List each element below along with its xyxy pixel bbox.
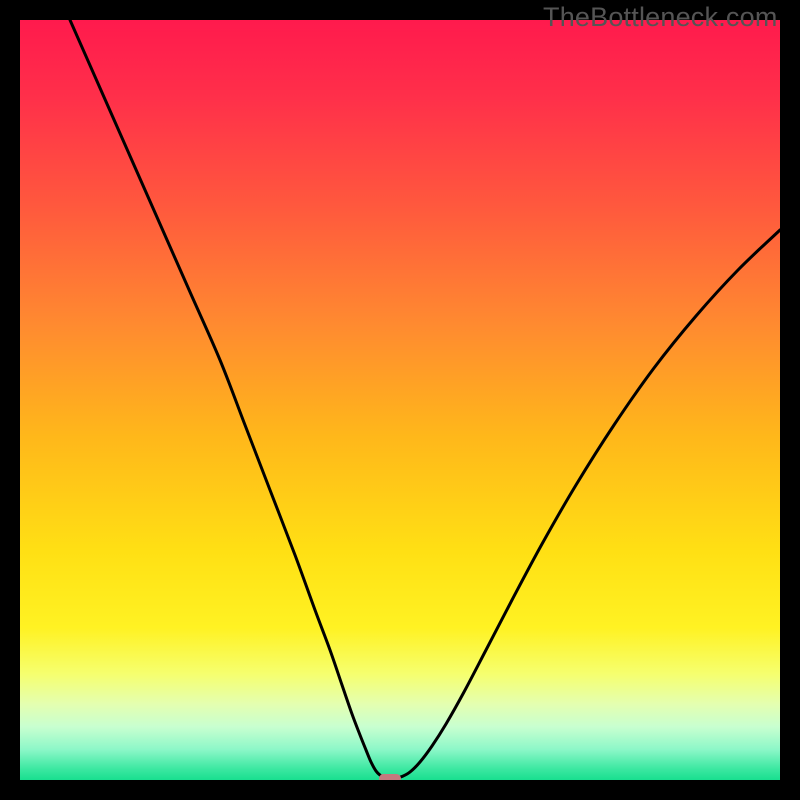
chart-stage: TheBottleneck.com <box>0 0 800 800</box>
bottleneck-minimum-marker <box>379 774 401 781</box>
chart-frame <box>20 20 780 780</box>
watermark-text: TheBottleneck.com <box>543 2 778 33</box>
chart-plot-area <box>20 20 780 780</box>
bottleneck-curve <box>20 20 780 780</box>
